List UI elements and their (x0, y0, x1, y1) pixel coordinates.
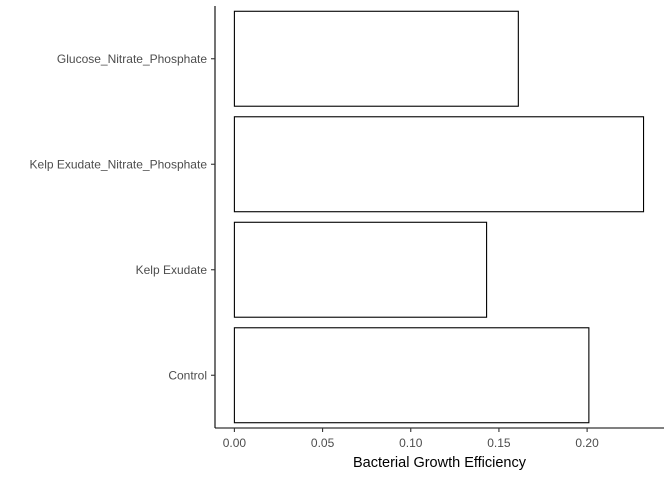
x-tick-label: 0.20 (575, 436, 599, 450)
y-tick-label: Kelp Exudate (136, 263, 208, 277)
bars-group (233, 10, 645, 424)
bar-kelp-exudate-nitrate-phosphate (233, 116, 645, 213)
x-axis-title: Bacterial Growth Efficiency (353, 455, 527, 471)
x-tick-label: 0.05 (311, 436, 335, 450)
bar-kelp-exudate (233, 221, 488, 318)
x-axis-ticks: 0.00 0.05 0.10 0.15 0.20 (223, 428, 599, 450)
x-tick-label: 0.00 (223, 436, 247, 450)
y-tick-label: Control (168, 368, 207, 382)
y-tick-label: Kelp Exudate_Nitrate_Phosphate (30, 157, 208, 171)
x-tick-label: 0.15 (487, 436, 511, 450)
x-tick-label: 0.10 (399, 436, 423, 450)
y-tick-label: Glucose_Nitrate_Phosphate (57, 52, 207, 66)
bar-glucose-nitrate-phosphate (233, 10, 519, 107)
bar-control (233, 327, 590, 424)
y-axis-ticks: Control Kelp Exudate Kelp Exudate_Nitrate_… (30, 52, 215, 382)
